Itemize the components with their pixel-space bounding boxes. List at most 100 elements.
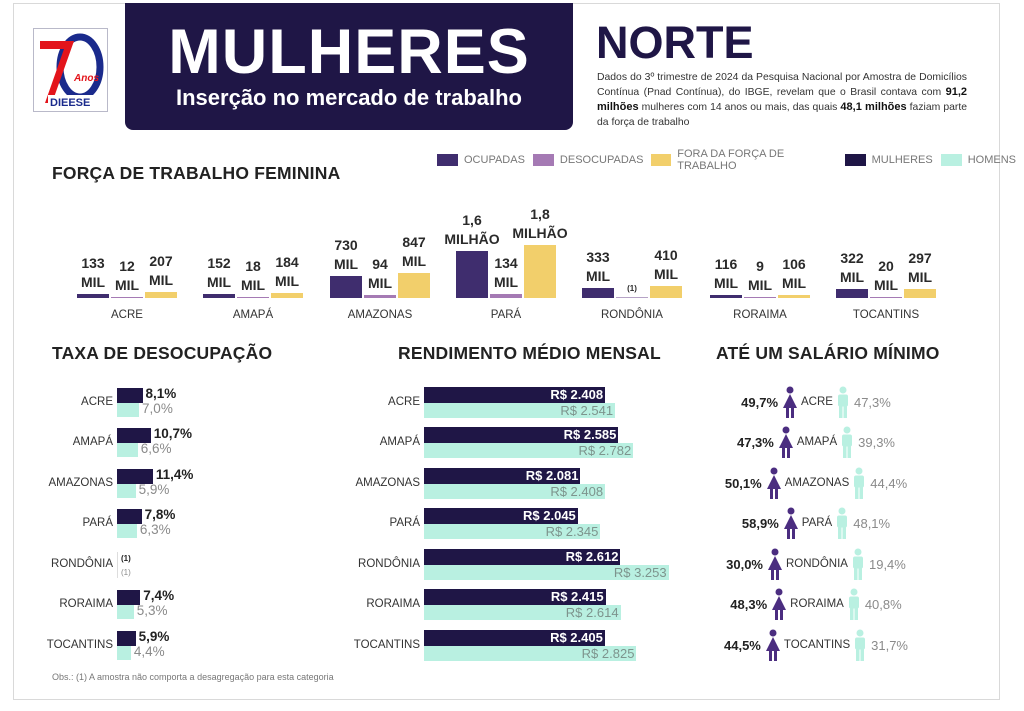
value-unit: MIL bbox=[585, 268, 611, 285]
value-men: 5,3% bbox=[136, 603, 168, 618]
value-number: 133 bbox=[81, 255, 105, 272]
woman-icon bbox=[778, 426, 794, 458]
state-label: AMAZONAS bbox=[48, 477, 113, 489]
bar-men bbox=[424, 484, 606, 499]
value-unit: (1) bbox=[627, 284, 637, 293]
state-label: TOCANTINS bbox=[852, 309, 920, 321]
bar-value-label: 1,8 MILHÃO bbox=[510, 205, 570, 243]
bar-fora-da-for-a-de-trabalho bbox=[650, 285, 682, 298]
value-women: R$ 2.585 bbox=[563, 427, 617, 442]
bar-fora-da-for-a-de-trabalho bbox=[904, 289, 936, 298]
state-label: PARÁ bbox=[82, 517, 113, 529]
bar-women bbox=[424, 427, 619, 443]
value-men: 4,4% bbox=[133, 644, 165, 659]
bar-ocupadas bbox=[330, 276, 362, 298]
svg-text:Anos: Anos bbox=[73, 73, 99, 84]
state-label: AMAZONAS bbox=[355, 477, 420, 489]
bar-value-label: 152 MIL bbox=[189, 254, 249, 292]
bar-women bbox=[424, 508, 578, 524]
state-label: AMAPÁ bbox=[72, 436, 113, 448]
salary-row: 30,0% RONDÔNIA 19,4% bbox=[700, 547, 932, 581]
bar-value-label: 297 MIL bbox=[890, 249, 950, 287]
value-unit: MIL bbox=[873, 276, 899, 293]
man-icon bbox=[847, 588, 861, 620]
bar-value-label: 322 MIL bbox=[822, 249, 882, 287]
bar-men bbox=[424, 403, 616, 418]
bar-men bbox=[424, 605, 621, 620]
value-women: 7,4% bbox=[143, 588, 175, 603]
bar-ocupadas bbox=[836, 288, 868, 298]
legend-item: DESOCUPADAS bbox=[532, 154, 643, 166]
legend-swatch bbox=[651, 154, 672, 166]
man-icon bbox=[835, 507, 849, 539]
state-label: TOCANTINS bbox=[783, 639, 851, 651]
value-women: 11,4% bbox=[155, 467, 194, 482]
bar-fora-da-for-a-de-trabalho bbox=[398, 273, 430, 298]
value-number: 1,6 bbox=[462, 211, 482, 228]
footnote: Obs.: (1) A amostra não comporta a desag… bbox=[52, 672, 334, 682]
value-men: 47,3% bbox=[853, 394, 891, 410]
value-men: R$ 2.541 bbox=[560, 403, 614, 418]
value-unit: MIL bbox=[148, 271, 174, 288]
state-label: PARÁ bbox=[801, 517, 833, 529]
value-women: 7,8% bbox=[144, 507, 176, 522]
value-men: 40,8% bbox=[864, 596, 902, 612]
value-unit: MIL bbox=[206, 273, 232, 290]
value-men: R$ 2.614 bbox=[565, 605, 619, 620]
bar-women bbox=[424, 468, 581, 484]
value-women: R$ 2.612 bbox=[565, 549, 619, 564]
bar-value-label: 730 MIL bbox=[316, 236, 376, 274]
bar-value-label: 1,6 MILHÃO bbox=[442, 211, 502, 249]
value-unit: MIL bbox=[713, 274, 739, 291]
value-men: R$ 2.408 bbox=[550, 484, 604, 499]
value-women: 44,5% bbox=[724, 637, 761, 653]
value-men: 6,3% bbox=[139, 522, 171, 537]
value-unit: MILHÃO bbox=[444, 230, 500, 247]
bar-women bbox=[117, 509, 142, 524]
value-women: 58,9% bbox=[741, 515, 779, 531]
value-unit: MIL bbox=[839, 268, 865, 285]
value-women: 50,1% bbox=[724, 475, 762, 491]
value-men: 5,9% bbox=[138, 482, 170, 497]
intro-part: Dados do 3º trimestre de 2024 da Pesquis… bbox=[597, 72, 967, 98]
bar-women bbox=[117, 469, 153, 484]
intro-part: faziam parte da força de trabalho bbox=[597, 102, 968, 128]
state-label: ACRE bbox=[801, 396, 833, 408]
bar-value-label: 9 MIL bbox=[730, 257, 790, 295]
salary-row: 58,9% PARÁ 48,1% bbox=[700, 506, 932, 540]
dieese-70-anos-logo: Anos DIEESE bbox=[33, 28, 108, 112]
bar-men bbox=[424, 524, 601, 539]
section-title-rendimento: RENDIMENTO MÉDIO MENSAL bbox=[398, 343, 661, 363]
bar-value-label: 133 MIL bbox=[63, 254, 123, 292]
value-unit: MIL bbox=[401, 253, 427, 269]
bar-men bbox=[117, 524, 137, 538]
bar-women bbox=[117, 388, 143, 403]
value-women: R$ 2.408 bbox=[550, 387, 604, 402]
section-title-salario: ATÉ UM SALÁRIO MÍNIMO bbox=[716, 343, 940, 363]
value-unit: MILHÃO bbox=[512, 224, 568, 241]
bar-women bbox=[117, 631, 136, 646]
value-men: 48,1% bbox=[853, 515, 891, 531]
man-icon bbox=[836, 386, 850, 418]
woman-icon bbox=[783, 507, 799, 539]
bar-women bbox=[424, 549, 621, 565]
value-number: 1,8 bbox=[530, 205, 550, 222]
state-label: RORAIMA bbox=[366, 598, 420, 610]
state-label: RONDÔNIA bbox=[358, 558, 420, 570]
section-title-taxa: TAXA DE DESOCUPAÇÃO bbox=[52, 343, 273, 363]
bar-desocupadas bbox=[744, 296, 776, 298]
state-label: ACRE bbox=[388, 396, 420, 408]
value-women: 49,7% bbox=[741, 394, 779, 410]
value-men: 39,3% bbox=[858, 434, 895, 450]
legend-label: OCUPADAS bbox=[464, 154, 525, 166]
woman-icon bbox=[767, 548, 783, 580]
state-label: RORAIMA bbox=[59, 598, 113, 610]
legend-swatch bbox=[844, 154, 866, 166]
bar-women bbox=[117, 590, 141, 605]
value-women: R$ 2.045 bbox=[523, 508, 576, 523]
legend-item: OCUPADAS bbox=[437, 154, 525, 166]
value-unit: MIL bbox=[114, 276, 140, 293]
value-number: 94 bbox=[372, 256, 388, 273]
bar-axis bbox=[117, 552, 118, 578]
value-women: 30,0% bbox=[726, 556, 763, 572]
